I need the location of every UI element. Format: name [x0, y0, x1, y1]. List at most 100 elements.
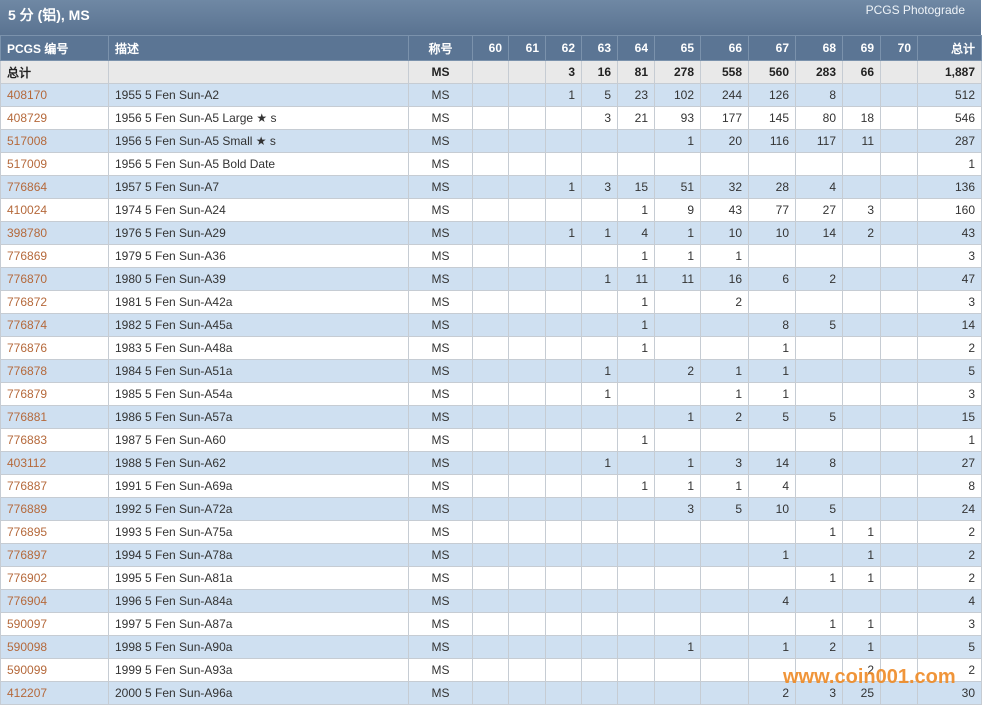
cell-text: 5: [829, 318, 836, 332]
pcgs-number-link[interactable]: 776883: [7, 433, 48, 447]
table-cell: 2: [700, 405, 749, 429]
cell-text: 81: [634, 65, 648, 79]
table-cell: 10: [748, 221, 796, 245]
table-cell: [880, 106, 918, 130]
table-cell: [617, 359, 655, 383]
table-cell: [748, 520, 796, 544]
table-cell: [842, 405, 881, 429]
table-cell: [748, 428, 796, 452]
cell-text: 15: [634, 180, 648, 194]
pcgs-number-link[interactable]: 776887: [7, 479, 48, 493]
cell-text: 21: [634, 111, 648, 125]
table-row: 408170 1955 5 Fen Sun-A2 MS 1 5 23 102 244 126 8 5…: [0, 83, 982, 107]
table-cell: 1996 5 Fen Sun-A84a: [108, 589, 409, 613]
table-cell: [545, 681, 582, 705]
pcgs-number-link[interactable]: 776897: [7, 548, 48, 562]
column-header: 64: [617, 35, 655, 61]
table-cell: [508, 589, 546, 613]
table-cell: MS: [408, 244, 473, 268]
pcgs-number-link[interactable]: 776904: [7, 594, 48, 608]
cell-text: 1956 5 Fen Sun-A5 Bold Date: [115, 157, 276, 171]
pcgs-number-link[interactable]: 408729: [7, 111, 48, 125]
table-cell: 776872: [0, 290, 109, 314]
table-cell: [795, 428, 843, 452]
table-cell: [508, 474, 546, 498]
table-cell: [617, 382, 655, 406]
pcgs-number-link[interactable]: 776902: [7, 571, 48, 585]
table-cell: 4: [917, 589, 982, 613]
table-cell: 43: [917, 221, 982, 245]
table-cell: [508, 658, 546, 682]
cell-text: 32: [728, 180, 742, 194]
pcgs-number-link[interactable]: 776889: [7, 502, 48, 516]
pcgs-number-link[interactable]: 776881: [7, 410, 48, 424]
table-cell: [880, 451, 918, 475]
table-cell: 1: [581, 382, 618, 406]
table-cell: [880, 336, 918, 360]
pcgs-number-link[interactable]: 776876: [7, 341, 48, 355]
table-cell: [654, 428, 701, 452]
pcgs-number-link[interactable]: 776870: [7, 272, 48, 286]
pcgs-number-link[interactable]: 776895: [7, 525, 48, 539]
cell-text: MS: [431, 456, 450, 470]
table-cell: [700, 589, 749, 613]
cell-text: 512: [954, 88, 975, 102]
table-cell: 3: [917, 612, 982, 636]
table-cell: 776883: [0, 428, 109, 452]
table-cell: 1: [917, 428, 982, 452]
cell-text: 15: [961, 410, 975, 424]
table-cell: [508, 313, 546, 337]
pcgs-number-link[interactable]: 776879: [7, 387, 48, 401]
table-cell: 1: [700, 382, 749, 406]
table-cell: 14: [795, 221, 843, 245]
cell-text: 2: [968, 341, 975, 355]
pcgs-number-link[interactable]: 590099: [7, 663, 48, 677]
table-cell: [581, 566, 618, 590]
table-cell: 1: [748, 359, 796, 383]
table-cell: 14: [748, 451, 796, 475]
pcgs-number-link[interactable]: 398780: [7, 226, 48, 240]
pcgs-number-link[interactable]: 590097: [7, 617, 48, 631]
table-cell: [880, 566, 918, 590]
cell-text: MS: [431, 410, 450, 424]
cell-text: MS: [431, 134, 450, 148]
table-cell: 11: [654, 267, 701, 291]
pcgs-number-link[interactable]: 776872: [7, 295, 48, 309]
photograde-link[interactable]: PCGS Photograde: [865, 3, 965, 17]
pcgs-number-link[interactable]: 776864: [7, 180, 48, 194]
table-cell: 15: [617, 175, 655, 199]
table-cell: [581, 612, 618, 636]
table-cell: [842, 474, 881, 498]
pcgs-number-link[interactable]: 590098: [7, 640, 48, 654]
pcgs-number-link[interactable]: 412207: [7, 686, 48, 700]
table-cell: 1: [748, 382, 796, 406]
table-cell: [700, 566, 749, 590]
table-cell: [508, 244, 546, 268]
pcgs-number-link[interactable]: 403112: [7, 456, 47, 470]
table-cell: [654, 543, 701, 567]
pcgs-number-link[interactable]: 517009: [7, 157, 48, 171]
table-cell: [748, 612, 796, 636]
table-cell: [472, 313, 509, 337]
table-cell: MS: [408, 658, 473, 682]
pcgs-number-link[interactable]: 408170: [7, 88, 48, 102]
table-row: 776876 1983 5 Fen Sun-A48a MS 1 1 2: [0, 336, 982, 360]
pcgs-number-link[interactable]: 517008: [7, 134, 48, 148]
cell-text: 3: [867, 203, 874, 217]
cell-text: 1: [641, 341, 648, 355]
cell-text: 9: [687, 203, 694, 217]
cell-text: 16: [728, 272, 742, 286]
pcgs-number-link[interactable]: 776874: [7, 318, 48, 332]
cell-text: 1993 5 Fen Sun-A75a: [115, 525, 233, 539]
cell-text: 30: [961, 686, 975, 700]
table-cell: 5: [795, 405, 843, 429]
cell-text: 8: [829, 456, 836, 470]
pcgs-number-link[interactable]: 410024: [7, 203, 48, 217]
table-cell: [508, 497, 546, 521]
table-row: 408729 1956 5 Fen Sun-A5 Large ★ s MS 3 21 93…: [0, 106, 982, 130]
table-cell: 1: [617, 290, 655, 314]
pcgs-number-link[interactable]: 776869: [7, 249, 48, 263]
pcgs-number-link[interactable]: 776878: [7, 364, 48, 378]
cell-text: MS: [431, 686, 450, 700]
cell-text: 1: [604, 456, 611, 470]
